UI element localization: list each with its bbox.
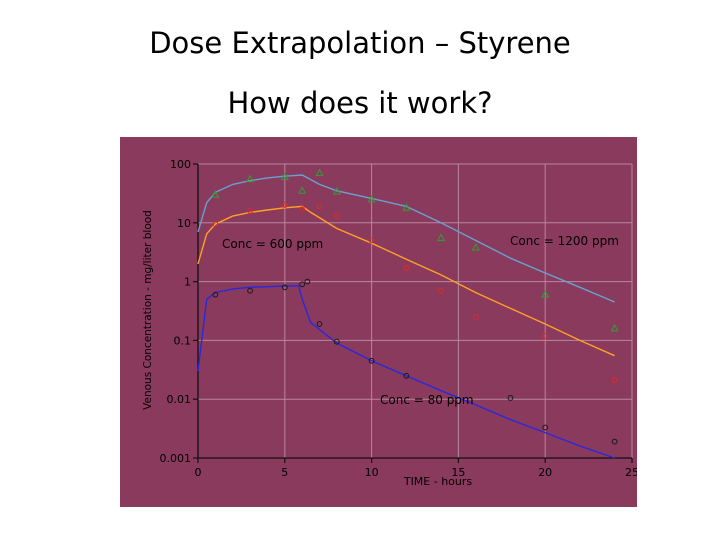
series-line-600-ppm bbox=[197, 205, 615, 357]
data-point-1200-ppm bbox=[367, 194, 376, 203]
data-point-600-ppm bbox=[368, 237, 375, 244]
data-point-1200-ppm bbox=[610, 323, 619, 332]
data-point-600-ppm bbox=[403, 265, 410, 271]
data-point-1200-ppm bbox=[402, 203, 411, 211]
chart: 0 5 10 15 20 25 100 10 1 0.1 0.01 0.001 Conc = 600… bbox=[142, 158, 637, 488]
slide-title: Dose Extrapolation – Styrene bbox=[149, 26, 571, 60]
y-ticks: 100 10 1 0.1 0.01 0.001 bbox=[160, 158, 198, 465]
series-line-1200-ppm bbox=[197, 174, 615, 303]
annotation-80-ppm: Conc = 80 ppm bbox=[380, 393, 474, 407]
y-tick-label: 0.01 bbox=[167, 393, 192, 406]
x-tick-label: 10 bbox=[365, 466, 379, 479]
slide-subtitle: How does it work? bbox=[227, 86, 493, 120]
series bbox=[197, 174, 615, 459]
data-point-600-ppm bbox=[472, 314, 479, 320]
y-tick-label: 0.1 bbox=[174, 334, 192, 347]
data-point-600-ppm bbox=[281, 202, 288, 208]
data-point-600-ppm bbox=[212, 221, 219, 228]
data-point-1200-ppm bbox=[332, 186, 341, 195]
y-axis-label: Venous Concentration - mg/liter blood bbox=[142, 210, 154, 410]
data-point-80-ppm bbox=[281, 284, 288, 291]
data-point-600-ppm bbox=[542, 332, 549, 339]
data-point-1200-ppm bbox=[280, 172, 289, 181]
data-points bbox=[211, 168, 619, 445]
data-point-80-ppm bbox=[403, 372, 410, 379]
data-point-600-ppm bbox=[611, 377, 618, 384]
data-point-600-ppm bbox=[299, 206, 306, 213]
data-point-80-ppm bbox=[333, 338, 340, 345]
grid bbox=[198, 163, 633, 458]
data-point-600-ppm bbox=[316, 203, 323, 210]
y-tick-label: 0.001 bbox=[160, 452, 192, 465]
y-tick-label: 100 bbox=[170, 158, 191, 171]
data-point-80-ppm bbox=[316, 321, 323, 327]
data-point-80-ppm bbox=[299, 281, 306, 288]
data-point-600-ppm bbox=[333, 213, 340, 220]
data-point-600-ppm bbox=[438, 287, 444, 294]
x-tick-label: 5 bbox=[281, 466, 288, 479]
data-point-1200-ppm bbox=[298, 186, 307, 194]
x-tick-label: 20 bbox=[538, 466, 552, 479]
y-tick-label: 1 bbox=[184, 276, 191, 289]
data-point-80-ppm bbox=[304, 278, 311, 285]
x-ticks: 0 5 10 15 20 25 bbox=[195, 458, 637, 479]
x-tick-label: 0 bbox=[195, 466, 202, 479]
annotation-600-ppm: Conc = 600 ppm bbox=[222, 237, 323, 251]
y-tick-label: 10 bbox=[177, 217, 191, 230]
data-point-1200-ppm bbox=[471, 242, 480, 251]
data-point-80-ppm bbox=[611, 438, 618, 445]
data-point-80-ppm bbox=[247, 287, 253, 294]
data-point-600-ppm bbox=[247, 207, 253, 214]
data-point-1200-ppm bbox=[315, 168, 324, 177]
data-point-80-ppm bbox=[212, 291, 219, 298]
x-tick-label: 25 bbox=[625, 466, 637, 479]
annotation-1200-ppm: Conc = 1200 ppm bbox=[510, 234, 619, 248]
x-tick-label: 15 bbox=[451, 466, 465, 479]
series-line-80-ppm bbox=[197, 285, 615, 459]
data-point-80-ppm bbox=[368, 357, 375, 364]
data-point-1200-ppm bbox=[437, 233, 446, 242]
data-point-1200-ppm bbox=[211, 190, 220, 198]
chart-panel: 0 5 10 15 20 25 100 10 1 0.1 0.01 0.001 Conc = 600… bbox=[120, 137, 637, 507]
data-point-1200-ppm bbox=[541, 290, 550, 298]
axes bbox=[197, 164, 632, 459]
data-point-80-ppm bbox=[542, 424, 549, 431]
data-point-1200-ppm bbox=[246, 174, 255, 183]
data-point-80-ppm bbox=[507, 395, 514, 401]
x-axis-label: TIME - hours bbox=[403, 475, 473, 488]
